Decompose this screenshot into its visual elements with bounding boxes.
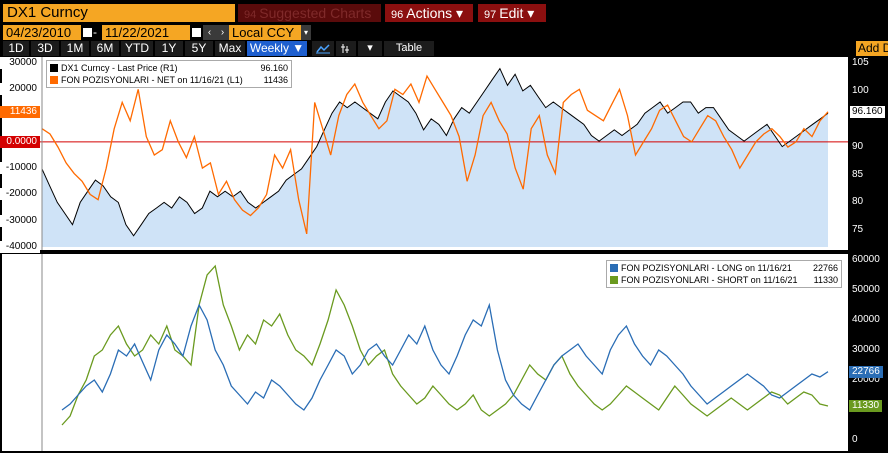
edit-menu-button[interactable]: 97 Edit ▾ [478, 4, 546, 22]
ticker-input[interactable]: DX1 Curncy [3, 4, 235, 22]
toolbar: DX1 Curncy 94 Suggested Charts 96 Actions … [0, 0, 888, 25]
right-axis-tick: 105 [852, 57, 869, 68]
frequency-select[interactable]: Weekly ▼ [247, 41, 307, 56]
dxy-line [41, 67, 829, 237]
edit-number: 97 [484, 9, 497, 21]
legend-value-long: 22766 [812, 263, 838, 273]
last-value-tag: 11330 [849, 400, 883, 412]
legend-item-net: FON POZISYONLARI - NET on 11/16/21 (L1) 1… [50, 74, 288, 86]
period-max[interactable]: Max [215, 41, 245, 56]
right-axis-tick: 100 [852, 84, 869, 96]
bottom-chart [41, 254, 829, 451]
edit-label: Edit ▾ [499, 5, 535, 21]
period-ytd[interactable]: YTD [121, 41, 153, 56]
legend-label-dxy: DX1 Curncy - Last Price (R1) [61, 63, 178, 73]
add-data-button[interactable]: Add D [856, 41, 888, 56]
right-axis-tick: 75 [852, 224, 864, 236]
period-1m[interactable]: 1M [61, 41, 89, 56]
legend-item-long: FON POZISYONLARI - LONG on 11/16/21 22766 [610, 262, 838, 274]
right-axis-tick: 40000 [852, 314, 880, 325]
left-axis-tick: -40000 [0, 241, 40, 253]
legend-label-short: FON POZISYONLARI - SHORT on 11/16/21 [621, 275, 798, 285]
actions-menu-button[interactable]: 96 Actions ▾ [385, 4, 473, 22]
legend-swatch-dxy [50, 64, 58, 72]
legend-item-short: FON POZISYONLARI - SHORT on 11/16/21 1133… [610, 274, 838, 286]
legend-swatch-net [50, 76, 58, 84]
legend-label-long: FON POZISYONLARI - LONG on 11/16/21 [621, 263, 792, 273]
right-axis-tick: 20000 [852, 374, 880, 385]
line-chart-icon[interactable] [312, 41, 334, 56]
suggested-charts-button[interactable]: 94 Suggested Charts [238, 4, 381, 22]
left-axis-tick: 0.0000 [0, 135, 40, 148]
legend-swatch-long [610, 264, 618, 272]
short-line [61, 264, 829, 426]
left-axis-tick: 30000 [0, 57, 40, 69]
date-dash: - [93, 25, 97, 39]
right-axis-tick: 0 [852, 434, 858, 445]
period-5y[interactable]: 5Y [185, 41, 213, 56]
legend-value-dxy: 96.160 [260, 63, 288, 73]
left-axis-tick: 20000 [0, 83, 40, 96]
top-chart [2, 57, 848, 250]
legend-label-net: FON POZISYONLARI - NET on 11/16/21 (L1) [61, 75, 243, 85]
last-value-tag: 22766 [849, 365, 883, 378]
left-axis-tick: -30000 [0, 214, 40, 227]
start-date-input[interactable]: 04/23/2010 [3, 25, 81, 40]
right-axis-tick: 50000 [852, 284, 880, 295]
legend-value-short: 11330 [813, 275, 838, 285]
actions-number: 96 [391, 9, 404, 21]
legend-value-net: 11436 [263, 75, 288, 85]
chevron-right-icon[interactable]: › [216, 25, 229, 40]
suggested-charts-label: Suggested Charts [259, 5, 372, 21]
top-chart-panel: DX1 Curncy - Last Price (R1) 96.160 FON P… [2, 57, 848, 250]
period-row: 1D 3D 1M 6M YTD 1Y 5Y Max Weekly ▼ ▾ Tab… [0, 41, 888, 56]
calendar-icon[interactable] [192, 28, 201, 37]
net-line [41, 74, 829, 235]
calendar-icon[interactable] [83, 28, 92, 37]
suggested-charts-number: 94 [244, 9, 257, 21]
end-date-input[interactable]: 11/22/2021 [102, 25, 190, 40]
chevron-down-icon[interactable]: ▾ [358, 41, 382, 56]
long-line [61, 302, 829, 411]
bar-chart-icon[interactable] [336, 41, 356, 56]
bottom-chart-panel: FON POZISYONLARI - LONG on 11/16/21 22766… [2, 254, 848, 451]
currency-select[interactable]: Local CCY [229, 25, 301, 40]
chevron-down-icon[interactable]: ▾ [301, 25, 311, 40]
bar-chart-icon-glyph [341, 44, 349, 53]
period-6m[interactable]: 6M [91, 41, 119, 56]
top-chart-legend: DX1 Curncy - Last Price (R1) 96.160 FON P… [46, 60, 292, 88]
period-1y[interactable]: 1Y [155, 41, 183, 56]
right-axis-tick: 96.160 [850, 106, 885, 119]
period-1d[interactable]: 1D [3, 41, 29, 56]
bottom-chart-legend: FON POZISYONLARI - LONG on 11/16/21 22766… [606, 260, 842, 288]
legend-swatch-short [610, 276, 618, 284]
right-axis-tick: 30000 [852, 344, 880, 355]
right-axis-tick: 80 [852, 196, 864, 208]
date-range-row: 04/23/2010 - 11/22/2021 ‹ › Local CCY ▾ [0, 25, 888, 41]
left-axis-tick: -10000 [0, 162, 40, 175]
actions-label: Actions ▾ [406, 5, 464, 21]
legend-item-dxy: DX1 Curncy - Last Price (R1) 96.160 [50, 62, 288, 74]
chevron-left-icon[interactable]: ‹ [203, 25, 216, 40]
left-axis-tick: 11436 [0, 105, 40, 118]
period-3d[interactable]: 3D [31, 41, 59, 56]
right-axis-tick: 85 [852, 168, 864, 180]
right-axis-tick: 60000 [852, 254, 880, 265]
right-axis-tick: 90 [852, 140, 864, 152]
left-axis-tick: -20000 [0, 188, 40, 201]
line-chart-icon-glyph [316, 44, 330, 54]
table-button[interactable]: Table [384, 41, 434, 56]
dxy-area [42, 68, 828, 247]
